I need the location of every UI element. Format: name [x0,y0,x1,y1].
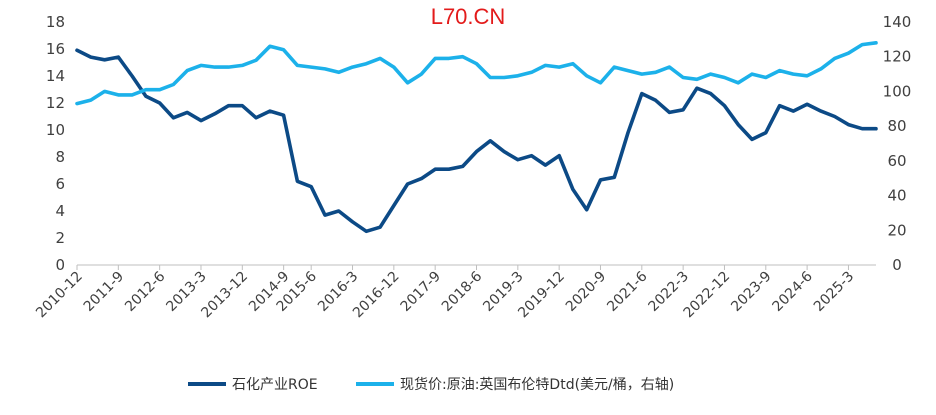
x-tick-label: 2018-6 [439,268,485,314]
right-tick-label: 60 [887,152,906,170]
right-axis-ticks: 0 20 40 60 80 100 120 140 [883,13,912,274]
watermark-text: L70.CN [431,4,506,29]
right-tick-label: 20 [887,221,906,239]
series-line-roe [75,48,878,234]
legend: 石化产业ROE 现货价:原油:英国布伦特Dtd(美元/桶，右轴) [188,376,674,393]
x-axis-ticks: 2010-122011-92012-62013-32013-122014-920… [33,265,857,321]
left-tick-label: 6 [55,175,65,193]
legend-label-brent: 现货价:原油:英国布伦特Dtd(美元/桶，右轴) [400,376,674,393]
left-tick-label: 18 [46,13,65,31]
left-axis-ticks: 0 2 4 6 8 10 12 14 16 18 [46,13,65,274]
right-tick-label: 140 [883,13,912,31]
x-tick-label: 2021-6 [604,268,650,314]
left-tick-label: 14 [46,67,65,85]
x-tick-label: 2025-3 [811,269,857,315]
legend-label-roe: 石化产业ROE [232,377,318,393]
x-tick-label: 2023-9 [728,269,774,315]
left-tick-label: 2 [55,229,65,247]
x-tick-label: 2024-6 [770,268,816,314]
left-tick-label: 8 [55,148,65,166]
x-tick-label: 2010-12 [33,269,86,322]
left-tick-label: 4 [55,202,65,220]
left-tick-label: 12 [46,94,65,112]
x-tick-label: 2020-9 [563,269,609,315]
left-tick-label: 10 [46,121,65,139]
series-lines [75,40,878,234]
right-tick-label: 0 [892,256,902,274]
x-tick-label: 2011-9 [81,269,127,315]
left-tick-label: 16 [46,40,65,58]
x-tick-label: 2012-6 [122,268,168,314]
left-tick-label: 0 [55,256,65,274]
right-tick-label: 100 [883,82,912,100]
series-line-brent [75,40,878,106]
right-tick-label: 80 [887,117,906,135]
x-tick-label: 2017-9 [398,269,444,315]
right-tick-label: 40 [887,187,906,205]
right-tick-label: 120 [883,48,912,66]
